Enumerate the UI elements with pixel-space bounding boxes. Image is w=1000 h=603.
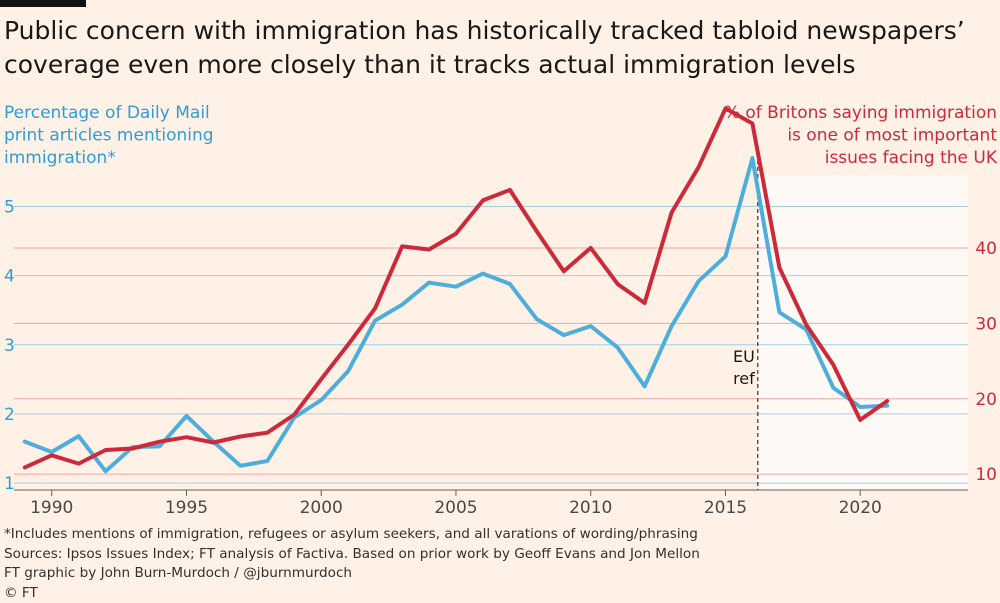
credit: FT graphic by John Burn-Murdoch / @jburn… — [4, 564, 994, 584]
referendum-label: ref — [733, 369, 755, 388]
left-tick-label: 3 — [4, 336, 15, 356]
right-tick-label: 10 — [975, 465, 997, 485]
left-tick-label: 5 — [4, 197, 15, 217]
right-axis-title-line: is one of most important — [787, 126, 997, 146]
right-tick-label: 40 — [975, 239, 997, 259]
x-tick-label: 2005 — [434, 498, 477, 518]
x-tick-label: 2015 — [704, 498, 747, 518]
x-tick-label: 1995 — [165, 498, 208, 518]
post-referendum-band — [758, 175, 968, 490]
right-axis-title-line: issues facing the UK — [825, 148, 998, 168]
copyright: © FT — [4, 584, 994, 603]
sources: Sources: Ipsos Issues Index; FT analysis… — [4, 545, 994, 565]
left-axis-title-line: print articles mentioning — [4, 126, 214, 146]
x-tick-label: 2020 — [839, 498, 882, 518]
x-tick-label: 1990 — [30, 498, 73, 518]
left-axis-title-line: immigration* — [4, 148, 116, 168]
x-tick-label: 2000 — [300, 498, 343, 518]
right-axis-title-line: % of Britons saying immigration — [724, 103, 997, 123]
x-tick-label: 2010 — [569, 498, 612, 518]
left-tick-label: 2 — [4, 405, 15, 425]
referendum-label: EU — [733, 347, 755, 366]
footer: *Includes mentions of immigration, refug… — [4, 525, 994, 603]
right-tick-label: 20 — [975, 390, 997, 410]
left-tick-label: 1 — [4, 474, 15, 494]
left-axis-title-line: Percentage of Daily Mail — [4, 103, 210, 123]
footnote: *Includes mentions of immigration, refug… — [4, 525, 994, 545]
right-tick-label: 30 — [975, 314, 997, 334]
left-tick-label: 4 — [4, 267, 15, 287]
